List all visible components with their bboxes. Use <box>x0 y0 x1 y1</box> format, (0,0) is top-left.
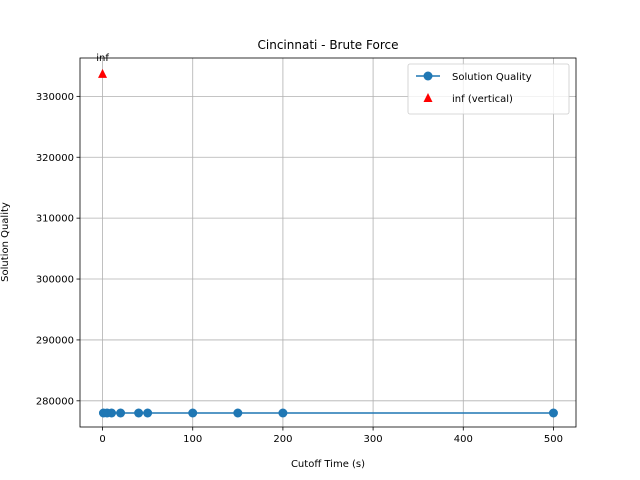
data-point <box>278 408 288 418</box>
legend-label: Solution Quality <box>452 72 532 83</box>
legend-entry-0: Solution Quality <box>416 71 532 83</box>
legend-entry-1: inf (vertical) <box>423 93 513 105</box>
plot-frame <box>79 57 577 428</box>
x-tick-label: 200 <box>273 434 292 445</box>
data-point <box>143 408 153 418</box>
series-layer <box>98 68 558 418</box>
data-point-triangle <box>98 68 108 78</box>
data-point-triangle <box>423 93 433 102</box>
annotation-label: inf <box>96 53 109 64</box>
data-point <box>548 408 558 418</box>
y-tick-label: 330000 <box>36 92 74 103</box>
x-tick-label: 0 <box>99 434 105 445</box>
x-tick-label: 400 <box>454 434 473 445</box>
data-point <box>116 408 126 418</box>
x-tick-label: 300 <box>364 434 383 445</box>
y-axis-label: Solution Quality <box>0 202 11 282</box>
y-tick-label: 310000 <box>36 214 74 225</box>
x-tick-label: 500 <box>544 434 563 445</box>
y-tick-label: 290000 <box>36 335 74 346</box>
x-tick-label: 100 <box>183 434 202 445</box>
data-point <box>423 71 433 81</box>
data-point <box>107 408 117 418</box>
legend: Solution Quality inf (vertical) <box>407 63 570 115</box>
axis-ticks: 0 100 200 300 400 500 280000 290000 300000 310000… <box>36 92 563 445</box>
y-tick-label: 300000 <box>36 275 74 286</box>
y-tick-label: 320000 <box>36 153 74 164</box>
annotations: inf <box>96 53 109 64</box>
legend-label: inf (vertical) <box>452 94 513 105</box>
series-0 <box>98 408 558 418</box>
chart-title: Cincinnati - Brute Force <box>258 38 399 52</box>
y-tick-label: 280000 <box>36 396 74 407</box>
x-axis-label: Cutoff Time (s) <box>291 459 365 470</box>
data-point <box>188 408 198 418</box>
data-point <box>233 408 243 418</box>
legend-box <box>407 63 570 115</box>
series-1 <box>98 68 108 78</box>
data-point <box>134 408 144 418</box>
grid <box>80 58 576 427</box>
